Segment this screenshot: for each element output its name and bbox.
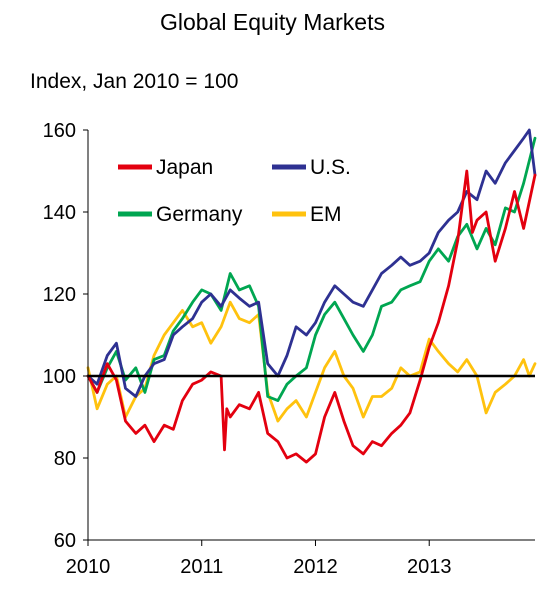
y-tick-label: 80: [54, 448, 76, 470]
y-tick-label: 100: [43, 366, 76, 388]
x-tick-label: 2010: [66, 556, 111, 578]
legend-label: Japan: [156, 156, 213, 179]
chart-subtitle: Index, Jan 2010 = 100: [30, 70, 239, 93]
y-tick-label: 120: [43, 284, 76, 306]
x-tick-label: 2013: [407, 556, 452, 578]
series-layer: [86, 128, 537, 464]
y-tick-label: 160: [43, 120, 76, 142]
legend-label: Germany: [156, 203, 243, 226]
y-tick-label: 60: [54, 530, 76, 552]
x-axis-ticks: 2010 2011 2012 2013: [66, 540, 452, 578]
legend-label: EM: [310, 203, 342, 226]
y-tick-label: 140: [43, 202, 76, 224]
series-line-u-s-: [86, 128, 537, 398]
chart-title: Global Equity Markets: [160, 9, 385, 35]
series-line-japan: [86, 169, 537, 464]
legend-label: U.S.: [310, 156, 351, 179]
x-tick-label: 2011: [180, 556, 223, 578]
y-axis-ticks: 60 80 100 120 140 160: [43, 120, 88, 552]
series-line-em: [86, 300, 537, 423]
x-tick-label: 2012: [293, 556, 338, 578]
legend: Japan U.S. Germany EM: [118, 156, 351, 226]
